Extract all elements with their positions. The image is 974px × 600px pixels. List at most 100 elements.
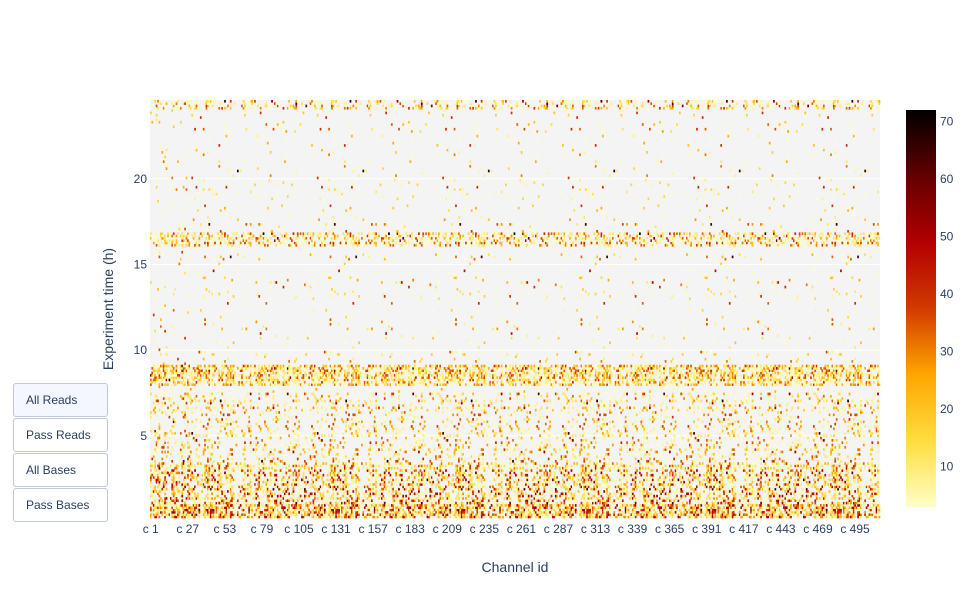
heatmap-cell [157, 464, 159, 468]
heatmap-cell [181, 243, 184, 247]
heatmap-cell [245, 499, 248, 503]
heatmap-cell [370, 380, 373, 384]
heatmap-cell [368, 501, 370, 505]
heatmap-cell [225, 106, 228, 110]
heatmap-cell [159, 490, 162, 493]
heatmap-cell [242, 515, 245, 519]
heatmap-cell [358, 174, 360, 177]
heatmap-cell [177, 487, 179, 491]
heatmap-cell [158, 473, 161, 477]
heatmap-cell [305, 367, 308, 370]
heatmap-cell [285, 466, 288, 470]
heatmap-cell [222, 501, 225, 505]
heatmap-cell [242, 494, 245, 498]
heatmap-cell [150, 237, 152, 240]
heatmap-cell [154, 427, 157, 431]
heatmap-cell [182, 232, 185, 235]
heatmap-cell [226, 290, 229, 294]
heatmap-cell [224, 241, 226, 245]
heatmap-cell [386, 309, 389, 312]
heatmap-cell [292, 485, 295, 489]
heatmap-cell [313, 497, 316, 500]
heatmap-cell [158, 466, 161, 470]
heatmap-cell [359, 102, 362, 105]
heatmap-cell [187, 364, 189, 368]
heatmap-cell [259, 332, 262, 335]
heatmap-cell [171, 499, 174, 503]
heatmap-cell [191, 367, 194, 370]
heatmap-cell [215, 511, 218, 514]
heatmap-cell [336, 473, 339, 477]
heatmap-cell [241, 466, 243, 470]
heatmap-cell [246, 515, 249, 519]
heatmap-cell [171, 374, 174, 377]
heatmap-cell [291, 448, 293, 451]
heatmap-cell [321, 418, 323, 421]
heatmap-cell [322, 199, 325, 203]
heatmap-cell [232, 469, 235, 472]
heatmap-cell [184, 490, 186, 493]
heatmap-cell [171, 515, 174, 519]
heatmap-cell [217, 492, 219, 496]
heatmap-cell [323, 102, 326, 105]
heatmap-cell [289, 369, 292, 372]
heatmap-cell [349, 276, 352, 280]
heatmap-cell [235, 237, 238, 240]
heatmap-cell [345, 429, 348, 433]
heatmap-cell [181, 376, 184, 379]
heatmap-cell [298, 464, 301, 468]
heatmap-cell [226, 371, 229, 375]
heatmap-cell [388, 241, 390, 245]
heatmap-cell [214, 364, 216, 368]
heatmap-cell [152, 476, 155, 479]
heatmap-cell [175, 234, 178, 238]
heatmap-cell [171, 120, 174, 124]
heatmap-cell [157, 483, 159, 486]
heatmap-cell [211, 292, 214, 296]
heatmap-cell [184, 501, 186, 505]
heatmap-cell [172, 348, 175, 352]
heatmap-cell [219, 485, 222, 489]
heatmap-cell [328, 425, 330, 428]
heatmap-cell [390, 443, 393, 447]
heatmap-cell [207, 487, 209, 491]
heatmap-cell [313, 380, 316, 384]
heatmap-cell [392, 436, 395, 440]
heatmap-cell [343, 243, 346, 247]
heatmap-cell [217, 367, 219, 370]
heatmap-cell [248, 380, 251, 384]
heatmap-cell [218, 380, 221, 384]
heatmap-cell [261, 376, 263, 379]
heatmap-cell [188, 480, 191, 484]
heatmap-cell [244, 511, 246, 514]
heatmap-cell [244, 469, 246, 472]
heatmap-cell [375, 232, 377, 235]
heatmap-cell [218, 501, 221, 505]
heatmap-cell [298, 378, 301, 382]
heatmap-cell [192, 367, 195, 370]
heatmap-cell [244, 506, 246, 510]
heatmap-cell [392, 206, 395, 210]
heatmap-cell [355, 100, 358, 103]
heatmap-cell [158, 490, 161, 493]
heatmap-cell [231, 497, 233, 500]
heatmap-cell [295, 243, 298, 247]
heatmap-cell [232, 497, 235, 500]
heatmap-cell [165, 364, 168, 368]
heatmap-cell [288, 464, 291, 468]
heatmap-cell [345, 341, 348, 345]
heatmap-cell [275, 223, 278, 226]
heatmap-cell [256, 494, 259, 498]
heatmap-cell [226, 374, 229, 377]
heatmap-cell [363, 374, 366, 377]
heatmap-cell [235, 501, 238, 505]
heatmap-cell [155, 480, 158, 484]
heatmap-cell [275, 376, 278, 379]
heatmap-cell [195, 508, 198, 512]
heatmap-cell [178, 511, 181, 514]
heatmap-cell [184, 452, 186, 456]
heatmap-cell [229, 478, 232, 482]
heatmap-cell [217, 232, 219, 235]
heatmap-cell [187, 241, 189, 245]
heatmap-cell [255, 511, 258, 514]
